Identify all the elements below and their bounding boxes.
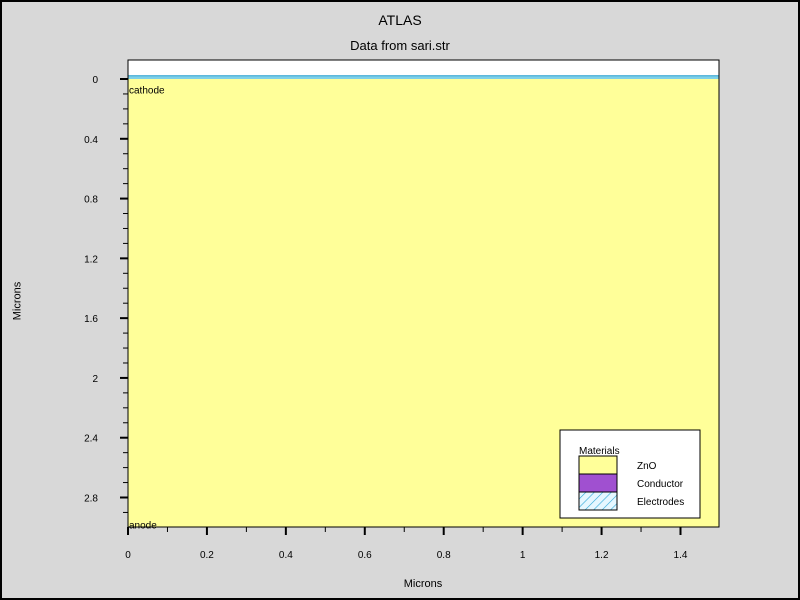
y-tick-label: 2.8: [84, 494, 98, 505]
y-tick-label: 2.4: [84, 434, 98, 445]
legend-title: Materials: [579, 446, 620, 457]
region-electrode: [128, 75, 719, 79]
x-tick-label: 1.2: [595, 550, 609, 561]
x-tick-label: 1: [520, 550, 526, 561]
y-tick-label: 0.8: [84, 195, 98, 206]
x-tick-label: 0.6: [358, 550, 372, 561]
legend-label-zno: ZnO: [637, 461, 657, 472]
x-tick-label: 1.4: [674, 550, 688, 561]
y-tick-label: 2: [92, 374, 98, 385]
chart-subtitle: Data from sari.str: [350, 38, 450, 53]
y-tick-label: 0.4: [84, 135, 98, 146]
legend-swatch-zno: [578, 455, 618, 475]
legend-label-electrodes: Electrodes: [637, 497, 684, 508]
y-tick-label: 1.6: [84, 314, 98, 325]
legend-label-conductor: Conductor: [637, 479, 684, 490]
electrode-label-cathode: cathode: [129, 85, 165, 96]
y-tick-label: 0: [92, 75, 98, 86]
x-axis-label: Microns: [403, 578, 443, 590]
x-tick-label: 0.8: [437, 550, 451, 561]
x-tick-label: 0: [125, 550, 131, 561]
chart-title: ATLAS: [378, 12, 422, 28]
legend-swatch-conductor: [578, 473, 618, 493]
x-tick-label: 0.4: [279, 550, 293, 561]
electrode-label-anode: anode: [129, 520, 157, 531]
x-tick-label: 0.2: [200, 550, 214, 561]
plot-frame: [127, 59, 720, 528]
y-tick-label: 1.2: [84, 254, 98, 265]
materials-legend: Materials ZnO Conductor Electrodes: [559, 429, 701, 519]
legend-swatch-electrodes: [578, 491, 618, 511]
